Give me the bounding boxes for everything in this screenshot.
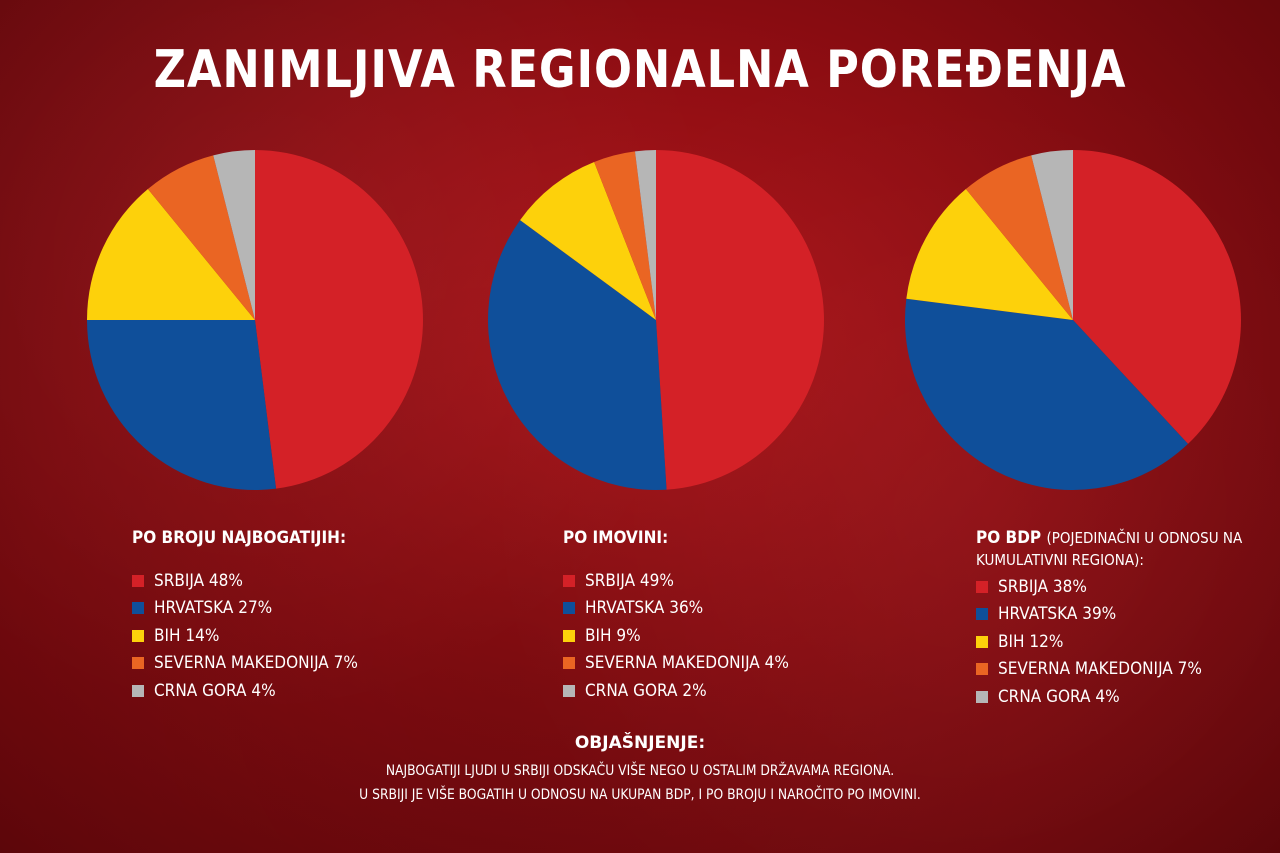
legend-swatch xyxy=(132,657,144,670)
pie-slice-hrvatska xyxy=(905,298,1189,490)
legend-swatch xyxy=(563,574,575,587)
legend-item: SRBIJA 48% xyxy=(132,567,381,595)
legend-item: HRVATSKA 36% xyxy=(563,595,812,623)
legend-swatch xyxy=(976,580,988,593)
legend-label: HRVATSKA 27% xyxy=(154,598,273,619)
legend-items: SRBIJA 49% HRVATSKA 36% BIH 9% SEVERNA MAKE… xyxy=(563,567,812,705)
legend-swatch xyxy=(132,629,144,642)
legend-swatch xyxy=(132,574,144,587)
legend-title: PO BROJU NAJBOGATIJIH: xyxy=(132,527,356,549)
pie-slice-hrvatska xyxy=(488,220,667,490)
legend-label: BIH 14% xyxy=(154,625,220,646)
pie-slice-hrvatska xyxy=(87,320,277,490)
legend-item: SRBIJA 49% xyxy=(563,567,812,595)
pie-slice-srbija xyxy=(255,150,423,489)
legend-items: SRBIJA 38% HRVATSKA 39% BIH 12% SEVERNA MAK… xyxy=(976,573,1266,711)
pie-slice-severna-makedonija xyxy=(594,151,656,320)
legend-swatch xyxy=(563,602,575,615)
legend-label: CRNA GORA 4% xyxy=(154,680,276,701)
legend-1: PO BROJU NAJBOGATIJIH: SRBIJA 48% HRVATSK… xyxy=(132,527,381,705)
legend-title-note: (POJEDINAČNI U ODNOSU NA KUMULATIVNI REG… xyxy=(976,529,1243,569)
legend-label: SEVERNA MAKEDONIJA 4% xyxy=(585,653,789,674)
legend-swatch xyxy=(563,629,575,642)
legend-item: BIH 9% xyxy=(563,622,812,650)
pie-slice-crna-gora xyxy=(1031,150,1073,320)
pie-chart-3 xyxy=(905,150,1241,490)
legend-label: BIH 12% xyxy=(998,631,1064,652)
pie-slice-severna-makedonija xyxy=(965,155,1073,320)
explanation-line: U SRBIJI JE VIŠE BOGATIH U ODNOSU NA UKU… xyxy=(359,787,921,803)
pie-chart-1 xyxy=(87,150,423,490)
legend-title: PO BDP (POJEDINAČNI U ODNOSU NA KUMULATI… xyxy=(976,527,1264,571)
legend-swatch xyxy=(976,663,988,676)
legend-title-text: PO IMOVINI: xyxy=(563,528,669,548)
legend-item: CRNA GORA 4% xyxy=(132,677,381,705)
legend-title-text: PO BROJU NAJBOGATIJIH: xyxy=(132,528,347,548)
legend-label: SEVERNA MAKEDONIJA 7% xyxy=(154,653,358,674)
legend-3: PO BDP (POJEDINAČNI U ODNOSU NA KUMULATI… xyxy=(976,527,1266,711)
explanation: OBJAŠNJENJE: NAJBOGATIJI LJUDI U SRBIJI … xyxy=(0,733,1280,807)
legend-item: SRBIJA 38% xyxy=(976,573,1266,601)
pie-slice-bih xyxy=(906,189,1073,320)
legend-item: CRNA GORA 4% xyxy=(976,683,1266,711)
pie-slice-crna-gora xyxy=(213,150,255,320)
legend-label: SEVERNA MAKEDONIJA 7% xyxy=(998,659,1202,680)
legend-label: HRVATSKA 36% xyxy=(585,598,704,619)
pie-slice-bih xyxy=(87,189,255,320)
legend-item: BIH 14% xyxy=(132,622,381,650)
legend-swatch xyxy=(976,690,988,703)
legend-swatch xyxy=(132,684,144,697)
legend-item: BIH 12% xyxy=(976,628,1266,656)
legend-label: HRVATSKA 39% xyxy=(998,604,1117,625)
legend-label: CRNA GORA 2% xyxy=(585,680,707,701)
explanation-title: OBJAŠNJENJE: xyxy=(574,733,706,753)
legend-title-text: PO BDP xyxy=(976,528,1042,548)
pie-slice-bih xyxy=(520,161,656,320)
pie-slice-srbija xyxy=(1073,150,1241,444)
legend-swatch xyxy=(976,635,988,648)
legend-label: SRBIJA 38% xyxy=(998,576,1087,597)
pie-chart-2 xyxy=(488,150,825,490)
pie-slice-severna-makedonija xyxy=(147,155,255,320)
explanation-line: NAJBOGATIJI LJUDI U SRBIJI ODSKAČU VIŠE … xyxy=(385,763,895,779)
legend-item: HRVATSKA 27% xyxy=(132,595,381,623)
legend-title: PO IMOVINI: xyxy=(563,527,787,549)
page-title: ZANIMLJIVA REGIONALNA POREĐENJA xyxy=(153,40,1127,100)
legend-swatch xyxy=(976,608,988,621)
legend-swatch xyxy=(563,684,575,697)
legend-items: SRBIJA 48% HRVATSKA 27% BIH 14% SEVERNA MAK… xyxy=(132,567,381,705)
legend-label: SRBIJA 49% xyxy=(585,570,674,591)
legend-label: CRNA GORA 4% xyxy=(998,686,1120,707)
legend-item: CRNA GORA 2% xyxy=(563,677,812,705)
legend-swatch xyxy=(132,602,144,615)
legend-swatch xyxy=(563,657,575,670)
legend-item: SEVERNA MAKEDONIJA 4% xyxy=(563,650,812,678)
legend-item: HRVATSKA 39% xyxy=(976,601,1266,629)
legend-item: SEVERNA MAKEDONIJA 7% xyxy=(976,656,1266,684)
legend-label: BIH 9% xyxy=(585,625,641,646)
pie-slice-srbija xyxy=(656,150,825,490)
legend-2: PO IMOVINI: SRBIJA 49% HRVATSKA 36% BIH 9%… xyxy=(563,527,812,705)
legend-item: SEVERNA MAKEDONIJA 7% xyxy=(132,650,381,678)
pie-slice-crna-gora xyxy=(634,150,656,320)
legend-label: SRBIJA 48% xyxy=(154,570,243,591)
